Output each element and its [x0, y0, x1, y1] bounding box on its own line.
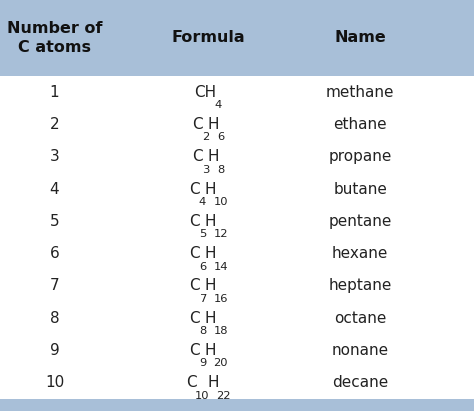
- Text: 4: 4: [199, 197, 206, 207]
- Text: C: C: [190, 278, 200, 293]
- Text: H: H: [207, 117, 219, 132]
- Text: 12: 12: [213, 229, 228, 239]
- Text: 10: 10: [213, 197, 228, 207]
- Text: Formula: Formula: [172, 30, 246, 46]
- Text: H: H: [204, 246, 216, 261]
- Text: decane: decane: [332, 375, 388, 390]
- Text: H: H: [204, 182, 216, 196]
- Text: 7: 7: [50, 278, 59, 293]
- Text: 18: 18: [213, 326, 228, 336]
- Text: methane: methane: [326, 85, 394, 99]
- Bar: [0, 0, 474, 76]
- Text: Number of
C atoms: Number of C atoms: [7, 21, 102, 55]
- Text: 8: 8: [217, 165, 224, 175]
- Text: ethane: ethane: [333, 117, 387, 132]
- Text: Name: Name: [334, 30, 386, 46]
- Text: C: C: [190, 214, 200, 229]
- Text: 20: 20: [213, 358, 228, 369]
- Text: 14: 14: [213, 261, 228, 272]
- Text: hexane: hexane: [332, 246, 388, 261]
- Text: 9: 9: [50, 343, 59, 358]
- Text: 3: 3: [202, 165, 209, 175]
- Text: CH: CH: [194, 85, 217, 99]
- Text: 4: 4: [50, 182, 59, 196]
- Text: 4: 4: [214, 100, 221, 110]
- Text: 10: 10: [45, 375, 64, 390]
- Text: C: C: [190, 343, 200, 358]
- Text: 1: 1: [50, 85, 59, 99]
- Text: C: C: [190, 246, 200, 261]
- Text: H: H: [204, 214, 216, 229]
- Text: 9: 9: [199, 358, 206, 369]
- Text: propane: propane: [328, 149, 392, 164]
- Text: 3: 3: [50, 149, 59, 164]
- Text: C: C: [186, 375, 197, 390]
- Text: C: C: [190, 311, 200, 326]
- Text: 7: 7: [199, 294, 206, 304]
- Text: C: C: [192, 149, 203, 164]
- Text: 2: 2: [50, 117, 59, 132]
- Bar: [0, 76, 474, 399]
- Text: 8: 8: [50, 311, 59, 326]
- Text: H: H: [207, 375, 219, 390]
- Text: 8: 8: [199, 326, 206, 336]
- Text: H: H: [204, 278, 216, 293]
- Text: 2: 2: [202, 132, 209, 142]
- Text: octane: octane: [334, 311, 386, 326]
- Text: 5: 5: [199, 229, 206, 239]
- Text: H: H: [207, 149, 219, 164]
- Text: H: H: [204, 343, 216, 358]
- Text: pentane: pentane: [328, 214, 392, 229]
- Text: C: C: [192, 117, 203, 132]
- Text: butane: butane: [333, 182, 387, 196]
- Text: 10: 10: [195, 391, 210, 401]
- Bar: [0, 399, 474, 411]
- Text: heptane: heptane: [328, 278, 392, 293]
- Text: 6: 6: [199, 261, 206, 272]
- Text: 5: 5: [50, 214, 59, 229]
- Text: 22: 22: [217, 391, 231, 401]
- Text: 6: 6: [50, 246, 59, 261]
- Text: 16: 16: [213, 294, 228, 304]
- Text: H: H: [204, 311, 216, 326]
- Text: C: C: [190, 182, 200, 196]
- Text: 6: 6: [217, 132, 224, 142]
- Text: nonane: nonane: [332, 343, 389, 358]
